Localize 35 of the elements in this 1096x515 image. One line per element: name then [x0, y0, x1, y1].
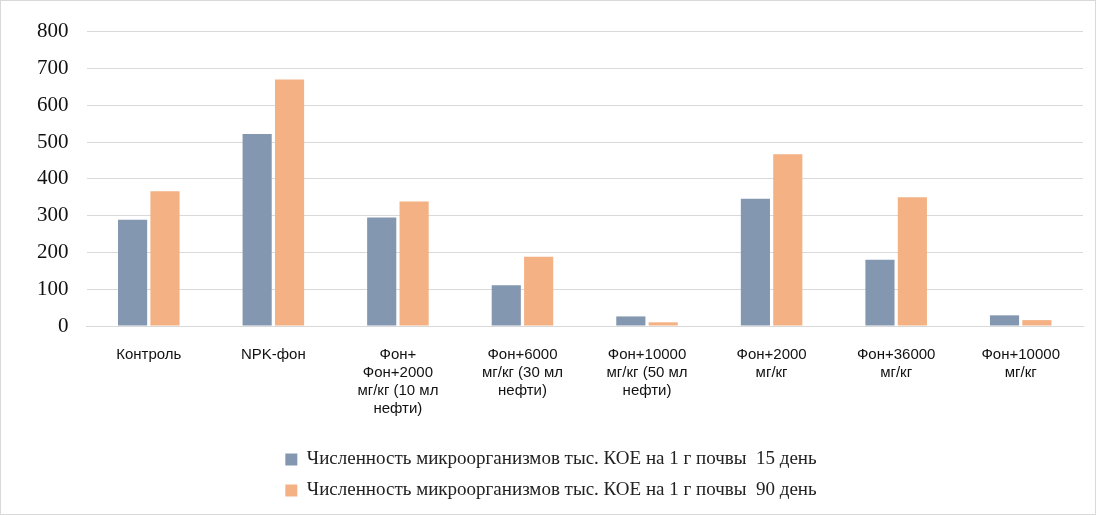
x-tick-label: NPK-фон	[240, 345, 306, 363]
bar	[897, 197, 927, 326]
bar	[648, 322, 678, 326]
y-tick-label: 0	[58, 312, 69, 337]
x-tick-label: Фон+10000 мг/кг	[981, 345, 1060, 381]
bar	[242, 133, 272, 326]
bar	[524, 256, 554, 326]
x-tick-label: Контроль	[116, 345, 182, 363]
bar	[773, 154, 803, 326]
x-tick-label: Фон+ Фон+2000 мг/кг (10 мл нефти)	[357, 345, 439, 417]
bar	[616, 316, 646, 326]
bar	[1022, 320, 1052, 326]
bar	[989, 315, 1020, 326]
legend-label: Численность микроорганизмов тыс. КОЕ на 1 г почвы 90 день	[306, 478, 818, 500]
bar	[491, 285, 521, 326]
legend-label: Численность микроорганизмов тыс. КОЕ на 1 г почвы 15 день	[306, 447, 818, 469]
y-tick-label: 600	[37, 91, 69, 116]
y-tick-label: 300	[37, 202, 69, 227]
bar	[865, 259, 895, 326]
y-tick-label: 100	[37, 275, 69, 300]
y-tick-label: 400	[37, 165, 69, 190]
y-tick-label: 200	[37, 238, 69, 263]
y-tick-label: 700	[37, 54, 69, 79]
x-tick-label: Фон+2000 мг/кг	[736, 345, 807, 381]
x-tick-label: Фон+6000 мг/кг (30 мл нефти)	[481, 345, 564, 399]
bar	[740, 198, 770, 326]
bar	[274, 79, 305, 326]
y-tick-label: 500	[37, 128, 69, 153]
bar	[118, 219, 148, 326]
y-tick-label: 800	[37, 18, 69, 43]
x-tick-label: Фон+10000 мг/кг (50 мл нефти)	[606, 345, 688, 399]
bar	[367, 217, 397, 326]
bar	[399, 201, 429, 326]
x-tick-label: Фон+36000 мг/кг	[856, 345, 936, 381]
bar	[150, 191, 180, 326]
